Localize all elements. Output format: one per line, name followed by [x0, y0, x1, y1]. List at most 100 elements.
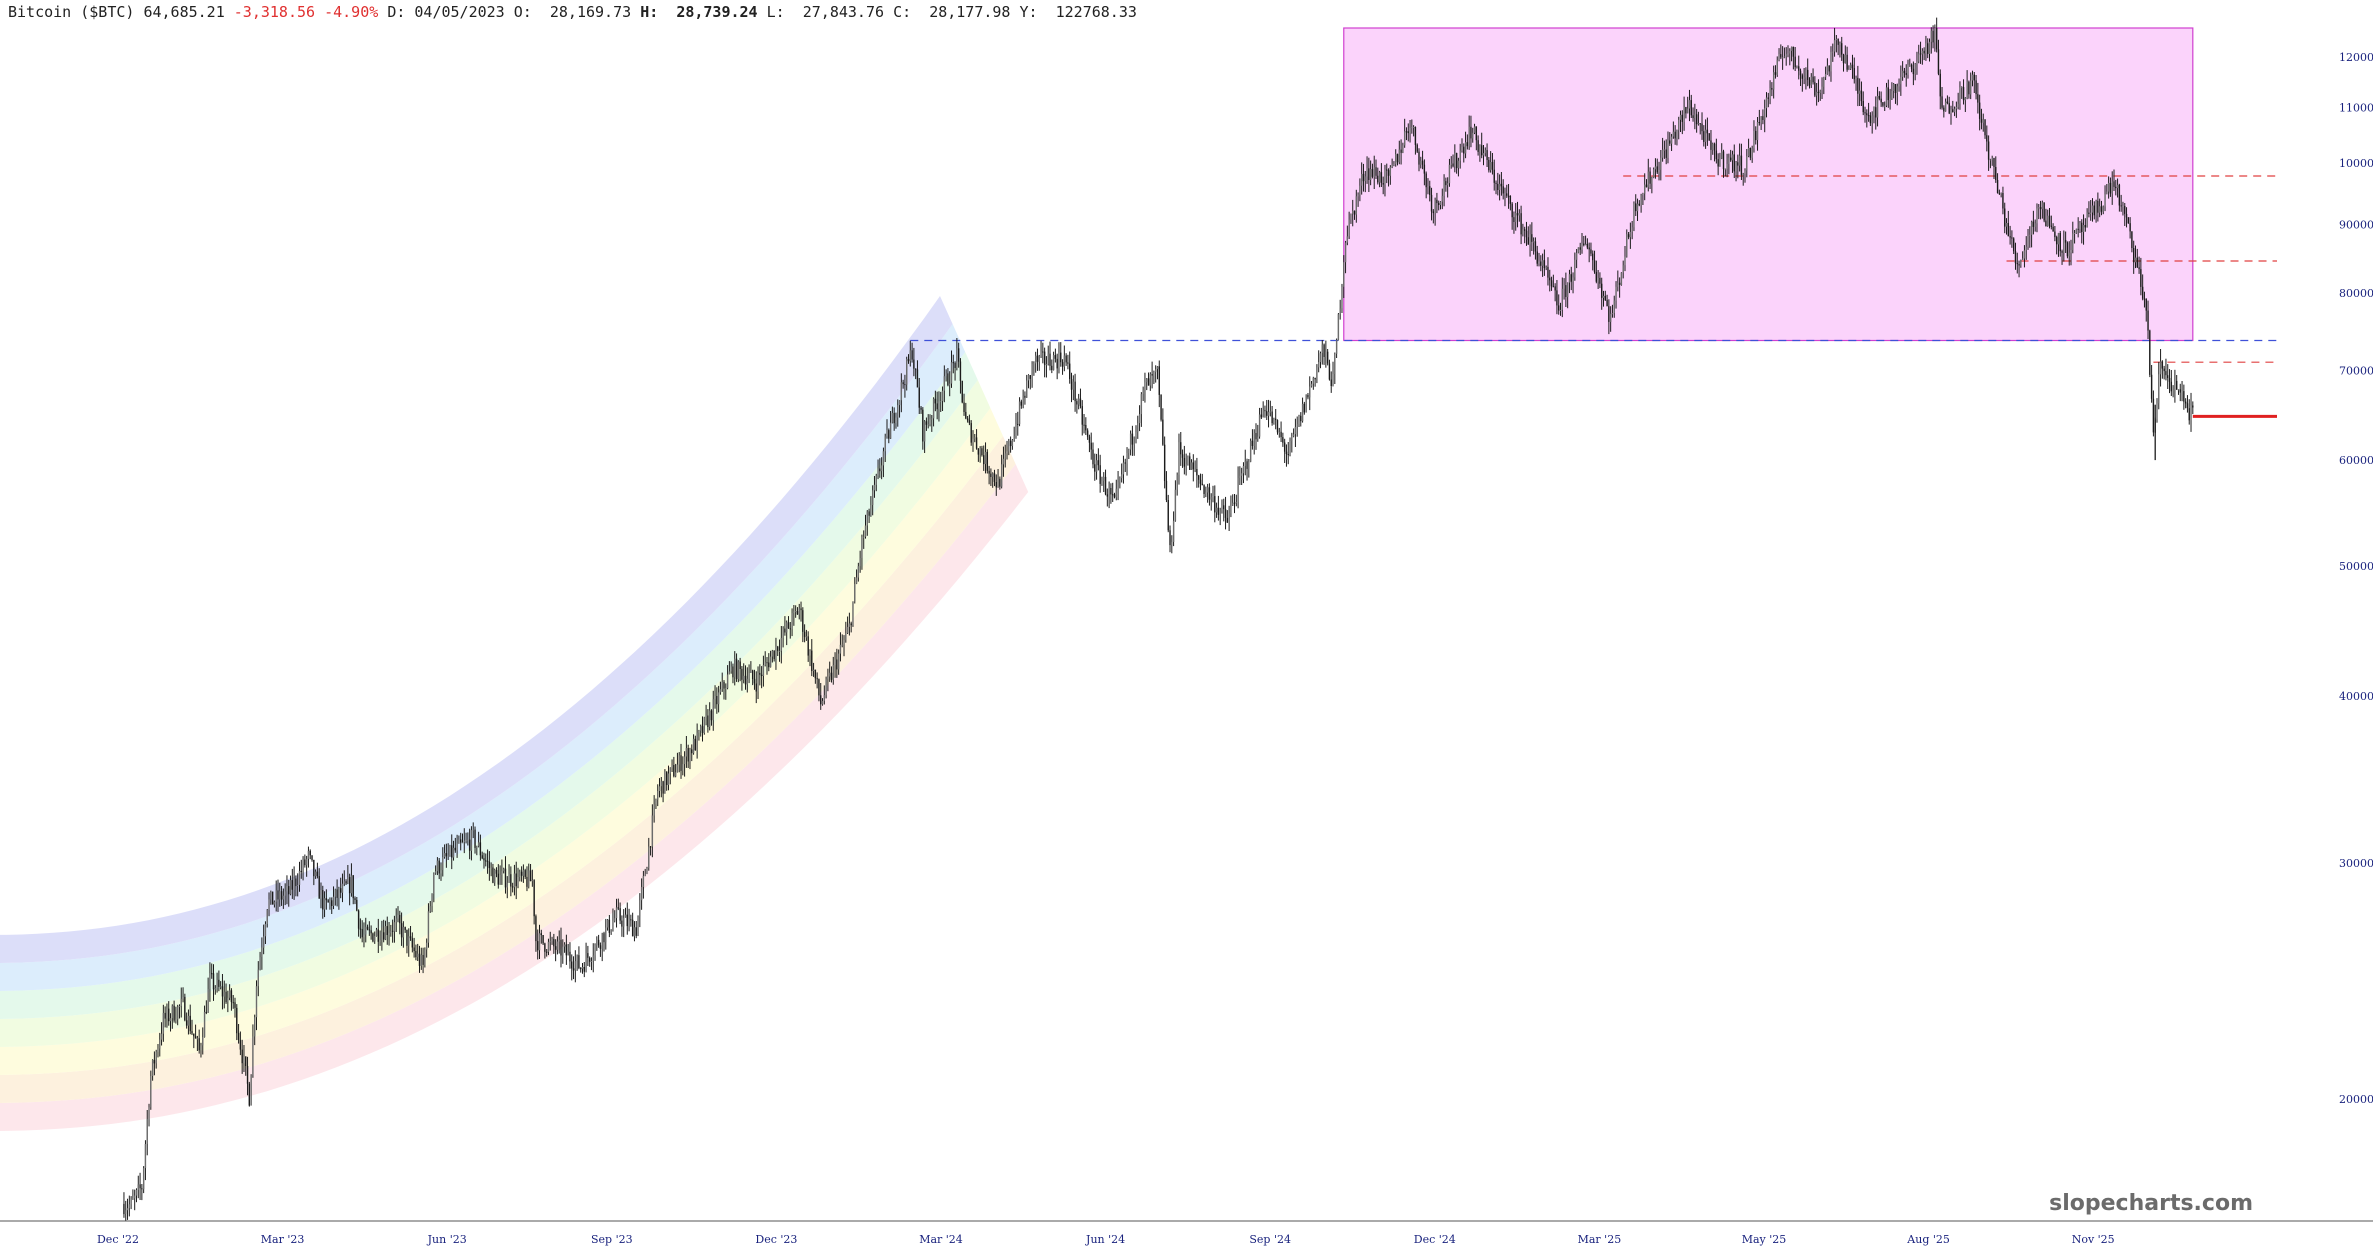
candle-body — [1042, 351, 1044, 353]
candle-body — [2070, 250, 2072, 253]
candle-body — [1923, 50, 1925, 54]
candle-body — [673, 765, 675, 777]
candle-body — [886, 430, 888, 437]
candle-body — [1446, 183, 1449, 186]
candle-body — [617, 907, 620, 909]
candle-body — [624, 914, 627, 918]
candle-body — [2016, 263, 2018, 265]
candle-body — [1242, 466, 1245, 474]
candle-body — [2177, 389, 2180, 391]
candle-body — [486, 860, 489, 862]
candle-body — [1783, 56, 1786, 58]
candle-body — [920, 407, 922, 410]
candle-body — [766, 662, 768, 664]
candle-body — [1756, 122, 1759, 141]
candle-body — [1742, 173, 1744, 175]
candle-body — [1849, 64, 1852, 69]
candle-body — [1289, 441, 1291, 456]
candle-body — [438, 860, 440, 874]
candle-body — [556, 941, 559, 950]
candle-body — [1395, 154, 1397, 165]
candle-body — [168, 1008, 170, 1022]
candle-body — [526, 876, 528, 887]
candle-body — [1240, 473, 1243, 476]
candle-body — [270, 891, 272, 900]
candle-body — [907, 359, 910, 362]
candle-body — [350, 875, 353, 894]
candle-body — [637, 916, 639, 936]
candle-body — [1620, 272, 1623, 285]
candle-body — [957, 348, 960, 362]
candle-body — [1862, 101, 1864, 113]
candle-body — [1871, 115, 1873, 124]
candle-body — [846, 626, 849, 634]
candle-body — [828, 672, 831, 677]
candle-body — [1400, 149, 1402, 153]
candle-body — [2059, 233, 2061, 252]
candle-body — [1314, 377, 1316, 380]
candle-body — [1559, 309, 1562, 311]
candle-body — [990, 473, 992, 477]
candle-body — [1889, 98, 1891, 100]
candle-body — [237, 1033, 240, 1040]
candle-body — [2073, 233, 2076, 234]
candle-body — [1128, 449, 1130, 453]
candle-body — [623, 917, 625, 927]
candle-body — [1839, 43, 1841, 45]
candle-body — [524, 870, 526, 877]
candle-body — [1156, 366, 1159, 370]
candle-body — [1762, 116, 1764, 120]
candle-body — [1094, 464, 1096, 472]
candle-body — [399, 914, 401, 924]
candle-body — [1826, 65, 1829, 74]
candle-body — [744, 675, 747, 685]
candle-body — [762, 665, 765, 676]
candle-body — [148, 1107, 150, 1120]
candle-body — [1190, 462, 1193, 470]
candle-body — [2106, 191, 2108, 195]
candle-body — [687, 748, 689, 762]
candle-body — [1970, 80, 1972, 95]
candle-body — [1210, 496, 1212, 500]
candle-body — [603, 933, 605, 943]
candle-body — [1973, 74, 1975, 81]
candle-body — [2030, 221, 2033, 235]
candle-body — [1651, 177, 1653, 184]
x-tick-label: Mar '24 — [919, 1233, 963, 1246]
candle-body — [1321, 344, 1323, 354]
candle-body — [1692, 115, 1694, 118]
candle-body — [798, 608, 800, 615]
candle-body — [678, 755, 680, 765]
candle-body — [1674, 131, 1676, 139]
candle-body — [750, 670, 752, 673]
candle-body — [1036, 355, 1039, 362]
candle-body — [1699, 123, 1701, 125]
candle-body — [1998, 192, 2001, 194]
candle-body — [1309, 386, 1311, 398]
candle-body — [769, 656, 772, 668]
candle-body — [1882, 102, 1884, 106]
candle-body — [1558, 305, 1560, 311]
candle-body — [1595, 272, 1598, 282]
candle-body — [2109, 182, 2112, 194]
candle-body — [1439, 201, 1442, 205]
candle-body — [1491, 162, 1494, 170]
candle-body — [1787, 53, 1789, 55]
candle-body — [1144, 382, 1146, 390]
y-tick-label: 80000 — [2339, 287, 2373, 300]
candle-body — [1065, 355, 1067, 363]
candle-body — [234, 1002, 236, 1008]
candle-body — [1860, 90, 1863, 102]
candle-body — [1652, 169, 1655, 178]
candle-body — [2025, 246, 2027, 251]
candle-body — [2077, 228, 2079, 230]
candle-body — [2175, 380, 2178, 390]
candle-body — [2188, 408, 2190, 421]
candle-body — [868, 511, 870, 516]
candle-body — [1479, 145, 1481, 152]
candle-body — [477, 842, 480, 847]
candle-body — [456, 843, 458, 851]
candle-body — [2095, 200, 2097, 216]
candle-body — [271, 891, 274, 905]
